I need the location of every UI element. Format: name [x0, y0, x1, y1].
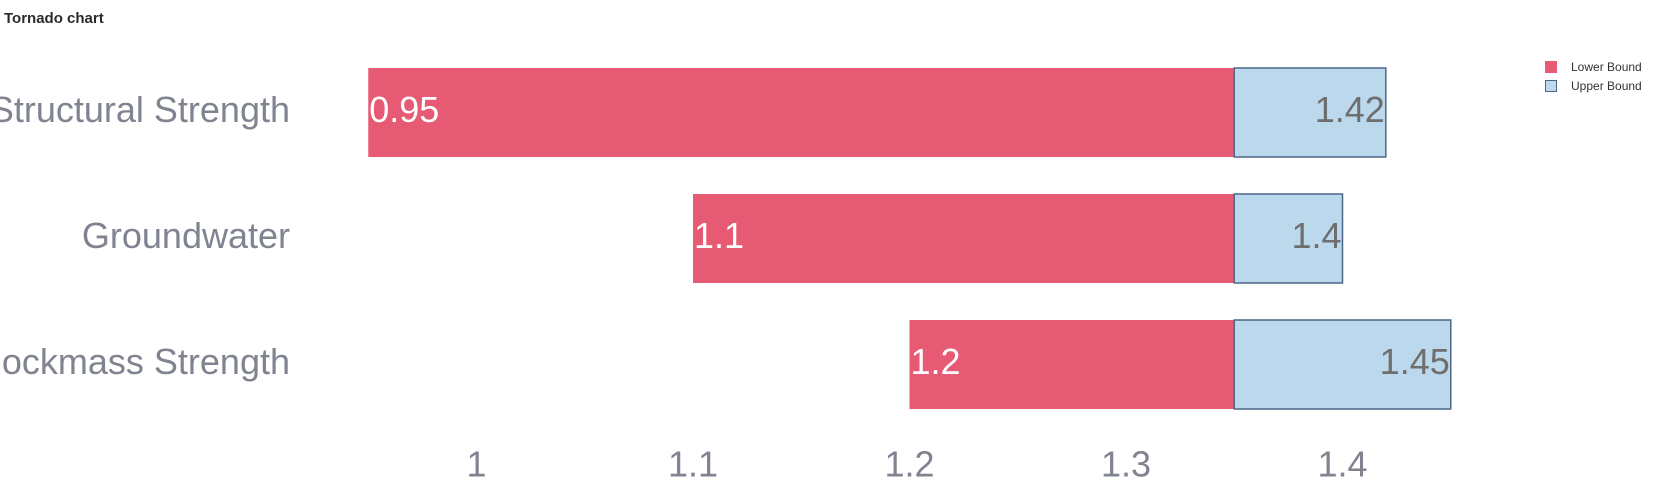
data-label-lower-rockmass-strength: 1.2 [911, 341, 961, 382]
x-tick-label: 1.3 [1101, 444, 1151, 485]
category-label-rockmass-strength: Rockmass Strength [0, 341, 290, 382]
data-label-upper-rockmass-strength: 1.45 [1380, 341, 1450, 382]
data-label-lower-groundwater: 1.1 [694, 215, 744, 256]
bar-upper-groundwater [1233, 193, 1344, 284]
legend-item-upper[interactable]: Upper Bound [1545, 76, 1642, 95]
chart-title: Tornado chart [4, 10, 104, 27]
bar-upper-structural-strength [1233, 67, 1387, 158]
bar-upper-rockmass-strength [1233, 319, 1452, 410]
legend-swatch-lower [1545, 60, 1557, 73]
legend-label-upper: Upper Bound [1571, 78, 1642, 93]
x-tick-label: 1.1 [668, 444, 718, 485]
bar-lower-groundwater [693, 194, 1235, 283]
data-label-upper-structural-strength: 1.42 [1315, 89, 1385, 130]
data-label-lower-structural-strength: 0.95 [369, 89, 439, 130]
bar-lower-rockmass-strength [909, 320, 1235, 409]
x-tick-label: 1 [466, 444, 486, 485]
data-label-upper-groundwater: 1.4 [1291, 215, 1341, 256]
legend: Lower Bound Upper Bound [1545, 57, 1642, 95]
category-label-groundwater: Groundwater [82, 215, 290, 256]
legend-swatch-upper [1545, 79, 1557, 92]
x-tick-label: 1.2 [884, 444, 934, 485]
x-tick-label: 1.4 [1317, 444, 1367, 485]
legend-label-lower: Lower Bound [1571, 59, 1642, 74]
legend-item-lower[interactable]: Lower Bound [1545, 57, 1642, 76]
category-label-structural-strength: Structural Strength [0, 89, 290, 130]
bar-lower-structural-strength [368, 68, 1235, 157]
